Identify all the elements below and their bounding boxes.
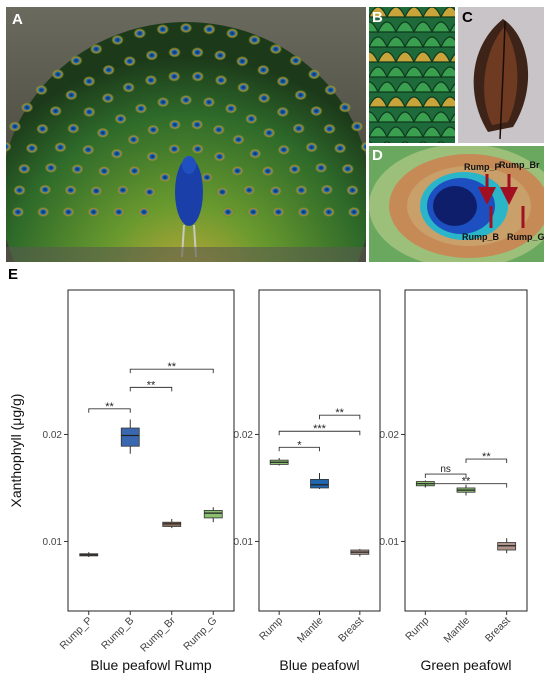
peacock-photo [6,7,366,262]
significance-bracket: * [278,439,320,452]
brown-feather-photo [458,7,544,143]
y-tick-label: 0.02 [380,430,400,441]
x-tick-label: Rump [403,615,431,643]
significance-bracket: ** [88,401,131,413]
feather-eye-photo: Rump_P Rump_Br Rump_B Rump_G [369,146,544,262]
significance-bracket: ns [424,464,467,479]
bracket-line [88,408,131,413]
x-axis-label-green-peafowl: Green peafowl [420,657,511,673]
significance-label: ** [105,401,114,413]
panel-letter-c: C [462,9,473,26]
y-tick-label: 0.02 [234,430,254,441]
x-tick-label: Mantle [295,615,326,646]
box-green-peafowl-mantle [456,484,476,496]
box-blue-peafowl-rump-rump-br [162,518,182,529]
panel-letter-d: D [372,147,383,164]
feather-eye-markers: Rump_P Rump_Br Rump_B Rump_G [462,160,544,242]
bracket-line [465,458,508,464]
box-blue-peafowl-rump-rump-p [79,552,99,557]
feather-eye-illustration [369,146,544,262]
significance-label: ns [440,464,451,475]
marker-label-rump-b: Rump_B [462,232,500,242]
bracket-line [129,386,173,392]
bracket-line [278,446,320,452]
significance-bracket: ** [129,379,173,392]
panel-letter-e: E [8,266,19,283]
significance-label: ** [167,361,176,373]
significance-bracket: *** [278,423,361,436]
bracket-line [424,473,467,479]
significance-label: * [297,439,302,451]
box-body [310,478,329,489]
significance-bracket: ** [424,476,508,488]
significance-bracket: ** [465,451,508,464]
bracket-line [129,368,214,374]
box-green-peafowl-breast [497,538,517,554]
box-blue-peafowl-rump-rump-b [120,419,140,454]
bracket-line [424,483,508,488]
panel-letter-b: B [372,9,383,26]
significance-label: *** [313,423,327,435]
plot-frame-blue-peafowl-rump [67,289,235,612]
y-tick-label: 0.01 [43,537,63,548]
plot-frame-green-peafowl [404,289,528,612]
feather-scales-photo [369,7,455,143]
significance-bracket: ** [319,407,361,420]
bracket-line [278,430,361,436]
x-tick-label: Mantle [441,615,472,646]
marker-label-rump-g: Rump_G [507,232,544,242]
x-tick-label: Rump_P [57,615,94,652]
x-tick-label: Breast [336,615,366,645]
x-axis-label-blue-peafowl: Blue peafowl [279,657,359,673]
x-axis-label-blue-peafowl-rump: Blue peafowl Rump [90,657,212,673]
significance-label: ** [147,379,156,391]
y-tick-label: 0.02 [43,430,63,441]
bracket-line [319,414,361,420]
significance-bracket: ** [129,361,214,374]
brown-feather-illustration [458,7,544,143]
box-body [120,427,140,447]
marker-label-rump-p: Rump_P [464,162,501,172]
significance-label: ** [462,476,471,488]
box-blue-peafowl-mantle [310,472,329,490]
feather-scales-illustration [369,7,455,143]
x-tick-label: Rump_B [99,615,136,652]
y-axis-label: Xanthophyll (μg/g) [8,394,24,508]
marker-label-rump-br: Rump_Br [499,160,540,170]
y-tick-label: 0.01 [380,537,400,548]
significance-label: ** [335,407,344,419]
box-blue-peafowl-rump-rump-g [203,507,223,523]
box-body [203,510,223,519]
significance-label: ** [482,451,491,463]
x-tick-label: Breast [483,615,513,645]
panel-letter-a: A [12,11,23,28]
x-tick-label: Rump [257,615,285,643]
box-blue-peafowl-rump [269,457,289,466]
x-tick-label: Rump_Br [138,614,178,654]
peacock-illustration [6,7,366,262]
x-tick-label: Rump_G [181,615,219,653]
box-blue-peafowl-breast [350,548,370,557]
y-tick-label: 0.01 [234,537,254,548]
